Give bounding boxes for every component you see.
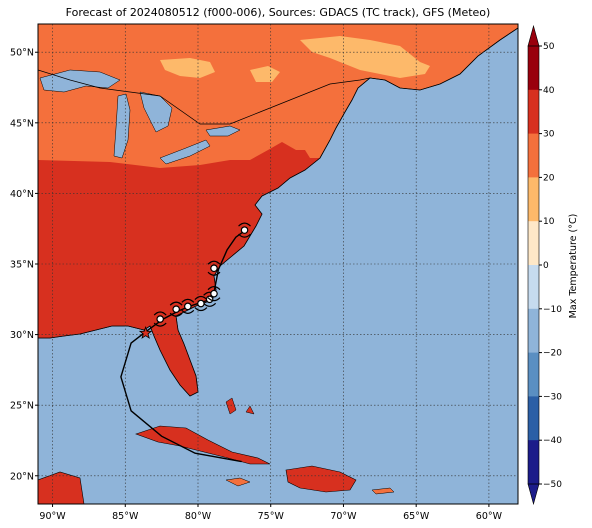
lon-tick-label: 85°W <box>112 511 139 522</box>
colorbar: 50 40 30 20 10 0 −10 −20 −30 −40 −50 <box>527 24 562 506</box>
jamaica <box>225 477 251 487</box>
track-point <box>184 302 192 311</box>
land-hot-region <box>38 142 320 396</box>
lake-ontario <box>205 125 241 137</box>
land-mild-region-2 <box>160 58 215 78</box>
bahamas-2 <box>245 405 255 415</box>
bahamas-1 <box>225 397 237 415</box>
graticule <box>38 24 518 504</box>
lat-tick-label: 50°N <box>10 48 34 59</box>
colorbar-top-arrow <box>527 24 540 47</box>
lon-tick-label: 70°W <box>330 511 357 522</box>
track-point <box>240 226 249 234</box>
lat-tick-label: 25°N <box>10 401 34 412</box>
lat-tick-label: 40°N <box>10 189 34 200</box>
lon-tick-label: 80°W <box>185 511 212 522</box>
track-point <box>156 315 164 323</box>
storm-track <box>120 228 248 463</box>
lon-tick-label: 90°W <box>39 511 66 522</box>
colorbar-band <box>528 265 539 310</box>
us-canada-border <box>38 69 371 125</box>
colorbar-tick-label: −20 <box>543 349 562 359</box>
colorbar-band <box>528 46 539 91</box>
colorbar-tick-label: 20 <box>543 173 555 183</box>
colorbar-band <box>528 308 539 354</box>
colorbar-tick-label: 50 <box>543 42 555 52</box>
colorbar-tick-label: 0 <box>543 261 549 271</box>
colorbar-tick-label: 40 <box>543 86 555 96</box>
colorbar-bottom-arrow <box>527 483 540 506</box>
colorbar-band <box>528 440 539 485</box>
colorbar-tick-label: 30 <box>543 130 555 140</box>
cyclone-symbol <box>181 298 195 314</box>
puerto-rico <box>371 487 395 495</box>
lat-tick-labels: 20°N 25°N 30°N 35°N 40°N 45°N 50°N <box>10 48 38 482</box>
lat-tick-label: 45°N <box>10 118 34 129</box>
track-point <box>172 305 180 313</box>
colorbar-label: Max Temperature (°C) <box>568 214 579 319</box>
colorbar-band <box>528 133 539 178</box>
map-area <box>38 24 518 504</box>
cyclone-symbol <box>207 286 221 302</box>
cyclone-symbol <box>169 301 183 317</box>
track-point <box>210 289 218 298</box>
land-mild-region <box>300 36 430 78</box>
lake-erie <box>159 139 211 165</box>
lon-tick-label: 65°W <box>403 511 430 522</box>
lat-tick-label: 35°N <box>10 260 34 271</box>
yucatan <box>38 471 85 504</box>
hispaniola <box>285 465 357 493</box>
lon-tick-labels: 90°W 85°W 80°W 75°W 70°W 65°W 60°W <box>39 504 503 522</box>
lake-michigan <box>113 93 131 159</box>
storm-markers <box>138 222 251 339</box>
colorbar-tick-label: 10 <box>543 217 555 227</box>
colorbar-band <box>528 177 539 222</box>
colorbar-tick-label: −40 <box>543 436 562 446</box>
colorbar-tick-label: −10 <box>543 305 562 315</box>
colorbar-tick-label: −30 <box>543 392 562 402</box>
lon-tick-label: 60°W <box>476 511 503 522</box>
colorbar-band <box>528 352 539 397</box>
lat-tick-label: 20°N <box>10 471 34 482</box>
lon-tick-label: 75°W <box>258 511 285 522</box>
map-title: Forecast of 2024080512 (f000-006), Sourc… <box>65 6 491 19</box>
lake-superior <box>39 69 121 93</box>
colorbar-band <box>528 396 539 441</box>
colorbar-tick-label: −50 <box>543 480 562 490</box>
colorbar-band <box>528 89 539 135</box>
lake-huron <box>139 91 173 133</box>
track-point <box>197 299 205 308</box>
cyclone-symbol <box>238 222 251 238</box>
cyclone-symbol <box>207 260 221 276</box>
track-point <box>210 264 218 273</box>
landfall-star <box>138 326 153 339</box>
lat-tick-label: 30°N <box>10 330 34 341</box>
cyclone-symbol <box>153 311 167 327</box>
colorbar-band <box>528 221 539 266</box>
land-mild-region-3 <box>250 66 280 82</box>
